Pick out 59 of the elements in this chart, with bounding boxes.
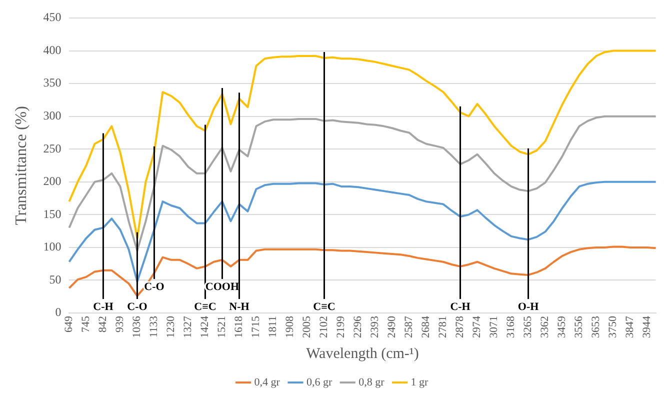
x-tick-label: 2974	[471, 316, 484, 338]
y-tick-label: 450	[43, 10, 62, 24]
x-tick-label: 939	[114, 316, 126, 332]
y-tick-label: 200	[43, 174, 62, 188]
x-tick-label: 649	[63, 316, 76, 332]
x-tick-label: 1618	[233, 316, 246, 338]
x-axis-title: Wavelength (cm-¹)	[306, 346, 419, 362]
y-tick-label: 300	[43, 108, 62, 122]
x-tick-label: 2199	[335, 316, 348, 338]
x-tick-label: 3071	[488, 316, 500, 338]
x-tick-label: 3750	[607, 316, 620, 338]
legend-label: 0,8 gr	[358, 376, 385, 388]
x-tick-label: 2781	[437, 316, 450, 338]
y-tick-label: 50	[49, 272, 62, 286]
x-tick-label: 3847	[624, 316, 636, 338]
ref-line-label: O-H	[518, 300, 540, 313]
legend-label: 0,4 gr	[254, 376, 280, 388]
y-tick-label: 250	[43, 141, 62, 156]
y-tick-label: 100	[43, 240, 62, 254]
x-tick-label: 3653	[590, 316, 602, 338]
ref-line-label: C-H	[450, 300, 471, 313]
x-tick-label: 1424	[199, 316, 212, 338]
y-tick-label: 0	[55, 305, 62, 320]
x-tick-label: 2587	[403, 316, 416, 338]
y-tick-label: 150	[43, 206, 62, 221]
x-tick-label: 3459	[556, 316, 568, 338]
x-tick-label: 2393	[369, 316, 382, 338]
x-tick-label: 745	[80, 316, 92, 332]
y-axis-title: Transmittance (%)	[12, 106, 30, 225]
x-tick-label: 2490	[386, 316, 398, 338]
x-tick-label: 1036	[131, 316, 144, 338]
x-tick-label: 1133	[148, 316, 160, 338]
x-tick-label: 3168	[505, 316, 518, 338]
ref-line-label: C-O	[127, 300, 148, 313]
x-tick-label: 3556	[573, 316, 586, 338]
x-tick-label: 2102	[318, 316, 330, 338]
x-tick-label: 2005	[301, 316, 314, 338]
x-tick-label: 1908	[284, 316, 296, 338]
ref-line-label: C-H	[93, 300, 114, 313]
x-tick-label: 1715	[250, 316, 262, 338]
x-tick-label: 1230	[165, 316, 178, 338]
x-tick-label: 3265	[522, 316, 534, 338]
x-tick-label: 3362	[539, 316, 552, 338]
legend-label: 1 gr	[410, 376, 429, 388]
x-tick-label: 3944	[641, 316, 654, 338]
x-tick-label: 2296	[352, 316, 364, 338]
ref-line-label: C≡C	[194, 300, 216, 313]
y-tick-label: 400	[43, 42, 62, 57]
x-tick-label: 1327	[182, 316, 194, 338]
ref-line-label: C-O	[144, 280, 165, 293]
y-tick-label: 350	[43, 76, 62, 90]
legend-label: 0,6 gr	[306, 376, 332, 388]
x-tick-label: 2684	[420, 316, 432, 338]
ref-line-label: C≡C	[313, 300, 336, 313]
x-tick-label: 2878	[454, 316, 466, 338]
x-tick-label: 1521	[216, 316, 228, 338]
x-tick-label: 1811	[267, 316, 280, 338]
x-tick-label: 842	[97, 316, 110, 332]
ref-line-label: N-H	[229, 300, 250, 313]
